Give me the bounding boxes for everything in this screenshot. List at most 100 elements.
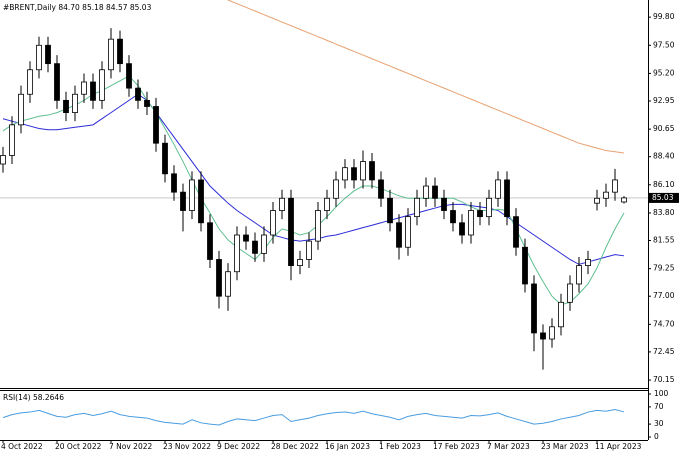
candle-body	[252, 240, 258, 254]
price-label: 85.03	[652, 193, 674, 202]
x-tick-label: 28 Dec 2022	[271, 442, 319, 451]
y-tick-label: 77.00	[653, 291, 675, 300]
candle-body	[225, 271, 231, 297]
candle-body	[549, 326, 555, 340]
candle-body	[351, 167, 357, 181]
y-tick-label: 88.40	[653, 152, 675, 161]
candle-body	[45, 44, 51, 65]
candle-body	[144, 99, 150, 107]
candle-body	[360, 161, 366, 181]
x-tick-label: 1 Feb 2023	[379, 442, 421, 451]
candle-body	[585, 259, 591, 267]
y-tick-label: 92.95	[653, 96, 675, 105]
candle-body	[117, 38, 123, 65]
x-tick-label: 7 Mar 2023	[487, 442, 530, 451]
candle-body	[81, 81, 87, 95]
candle-body	[504, 179, 510, 218]
candle-body	[414, 197, 420, 218]
candle-body	[486, 197, 492, 218]
candle-body	[342, 167, 348, 181]
candle-body	[513, 216, 519, 248]
candle-body	[90, 81, 96, 101]
candle-body	[405, 216, 411, 248]
y-tick-label: 81.55	[653, 236, 675, 245]
candle-body	[99, 69, 105, 101]
candle-body	[522, 246, 528, 285]
candle-body	[450, 210, 456, 224]
candle-body	[567, 283, 573, 303]
candle-body	[279, 197, 285, 211]
y-tick-label: 86.10	[653, 180, 675, 189]
x-tick-label: 9 Dec 2022	[217, 442, 260, 451]
candle-body	[198, 179, 204, 224]
candle-body	[243, 234, 249, 242]
candle-body	[36, 44, 42, 71]
candle-body	[594, 197, 600, 204]
y-tick-label: 90.65	[653, 124, 675, 133]
candle-body	[216, 259, 222, 297]
candle-body	[531, 283, 537, 334]
candle-body	[261, 234, 267, 254]
candle-body	[477, 210, 483, 218]
candle-body	[135, 87, 141, 101]
x-tick-label: 23 Mar 2023	[541, 442, 589, 451]
rsi-tick-label: 100	[654, 389, 669, 398]
x-tick-label: 16 Jan 2023	[325, 442, 370, 451]
candle-body	[108, 38, 114, 71]
moving-average	[227, 0, 625, 154]
y-tick-label: 72.45	[653, 347, 675, 356]
x-tick-label: 23 Nov 2022	[163, 442, 211, 451]
candle-body	[387, 197, 393, 224]
candle-body	[603, 191, 609, 199]
candle-body	[396, 222, 402, 248]
candle-body	[180, 191, 186, 211]
candle-body	[234, 234, 240, 273]
candle-body	[189, 179, 195, 211]
price-label-box	[649, 192, 679, 203]
candle-body	[63, 99, 69, 114]
candle-body	[621, 197, 627, 203]
rsi-tick-label: 30	[654, 419, 664, 428]
y-tick-label: 99.80	[653, 12, 675, 21]
candle-body	[558, 301, 564, 328]
rsi-tick-label: 0	[654, 432, 659, 441]
candle-body	[54, 63, 60, 101]
rsi-tick-label: 70	[654, 402, 664, 411]
moving-average	[2, 93, 625, 265]
y-tick-label: 95.20	[653, 68, 675, 77]
candle-body	[459, 222, 465, 236]
y-tick-label: 74.70	[653, 319, 675, 328]
candle-body	[576, 265, 582, 285]
chart-title: #BRENT,Daily 84.70 85.18 84.57 85.03	[3, 3, 152, 12]
candle-body	[72, 93, 78, 114]
rsi-line	[2, 408, 625, 426]
x-tick-label: 11 Apr 2023	[595, 442, 642, 451]
candle-body	[162, 142, 168, 175]
candle-body	[9, 124, 15, 156]
candle-body	[333, 179, 339, 199]
candle-body	[324, 197, 330, 211]
candle-body	[288, 197, 294, 267]
rsi-label: RSI(14) 58.2646	[3, 393, 64, 402]
candle-body	[153, 106, 159, 144]
candle-body	[315, 210, 321, 242]
x-tick-label: 17 Feb 2023	[433, 442, 480, 451]
candle-body	[306, 240, 312, 260]
candle-body	[0, 155, 6, 165]
candle-body	[495, 179, 501, 199]
candle-body	[468, 210, 474, 236]
candle-body	[27, 69, 33, 95]
x-tick-label: 4 Oct 2022	[1, 442, 43, 451]
candle-body	[18, 93, 24, 126]
candle-body	[540, 332, 546, 340]
candle-body	[207, 222, 213, 260]
candle-body	[612, 179, 618, 193]
candle-body	[270, 210, 276, 236]
moving-average	[2, 75, 625, 306]
y-tick-label: 97.50	[653, 40, 675, 49]
candle-body	[441, 197, 447, 211]
candle-body	[297, 259, 303, 267]
x-tick-label: 7 Nov 2022	[109, 442, 152, 451]
